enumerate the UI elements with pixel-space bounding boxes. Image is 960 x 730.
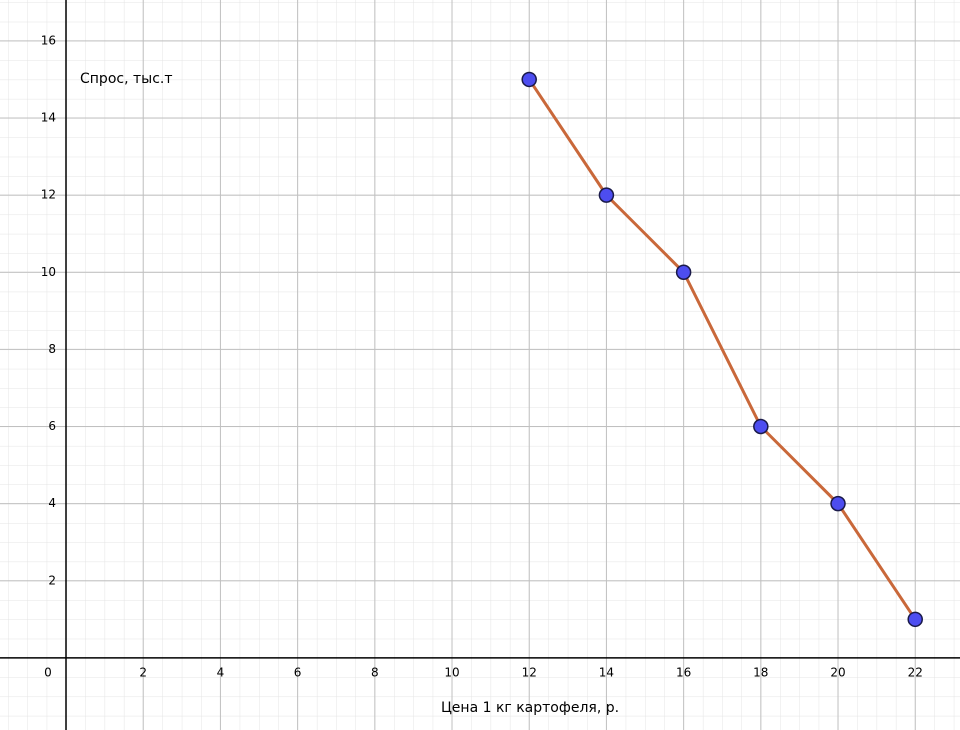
y-tick-label: 12 [41, 188, 56, 202]
x-tick-label: 0 [44, 665, 52, 679]
data-point [521, 71, 537, 88]
x-tick-label: 14 [599, 665, 614, 679]
y-tick-label: 6 [48, 419, 56, 433]
data-point [753, 418, 769, 435]
x-tick-label: 6 [294, 665, 302, 679]
y-tick-label: 10 [41, 265, 56, 279]
data-line [527, 78, 917, 621]
x-tick-label: 16 [676, 665, 691, 679]
x-tick-label: 18 [753, 665, 768, 679]
y-tick-label: 14 [41, 111, 56, 125]
x-tick-label: 2 [139, 665, 147, 679]
x-tick-label: 8 [371, 665, 379, 679]
data-point [907, 611, 923, 628]
y-tick-label: 8 [48, 342, 56, 356]
x-axis-label: Цена 1 кг картофеля, р. [441, 700, 619, 716]
x-tick-label: 22 [908, 665, 923, 679]
x-tick-label: 4 [217, 665, 225, 679]
x-tick-label: 12 [522, 665, 537, 679]
y-tick-label: 16 [41, 33, 56, 47]
y-tick-label: 2 [48, 573, 56, 587]
y-axis-label: Спрос, тыс.т [80, 71, 173, 87]
data-point [598, 187, 615, 203]
x-tick-label: 20 [830, 665, 845, 679]
data-point [675, 264, 692, 281]
x-tick-label: 10 [444, 665, 459, 679]
y-tick-label: 4 [48, 496, 56, 510]
data-point [830, 495, 846, 512]
